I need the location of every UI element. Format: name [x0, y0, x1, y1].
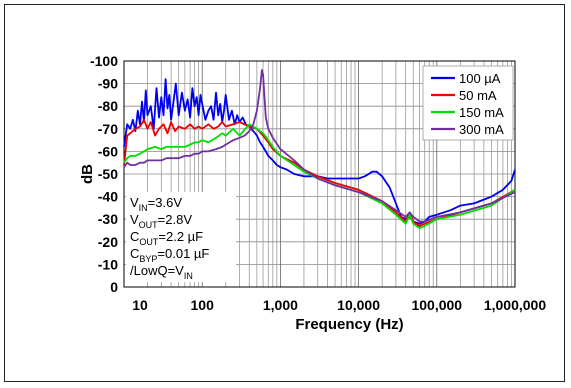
x-axis-label: Frequency (Hz) — [295, 316, 403, 333]
series-lines — [123, 69, 516, 230]
legend-label: 100 µA — [459, 71, 501, 86]
annotation-line: VIN=3.6V — [130, 195, 182, 213]
plot-border — [123, 60, 516, 288]
legend: 100 µA 50 mA 150 mA 300 mA — [422, 65, 514, 141]
x-tick-label: 100 — [191, 297, 215, 313]
y-tick-label: -80 — [98, 98, 118, 114]
y-tick-label: -70 — [98, 121, 118, 137]
y-tick-label: -40 — [98, 189, 118, 205]
y-tick-label: -30 — [98, 211, 118, 227]
annotation-line: VOUT=2.8V — [130, 212, 192, 230]
legend-label: 150 mA — [459, 105, 504, 120]
y-tick-label: 0 — [110, 279, 118, 295]
y-tick-label: -20 — [98, 234, 118, 250]
y-tick-label: -10 — [98, 256, 118, 272]
y-tick-label: -90 — [98, 76, 118, 92]
series-line-3 — [123, 123, 516, 230]
legend-label: 50 mA — [459, 88, 497, 103]
x-tick-labels: 10 100 1,000 10,000 100,000 1,000,000 — [132, 297, 546, 313]
series-line-4 — [123, 69, 516, 223]
x-tick-label: 1,000,000 — [484, 297, 546, 313]
series-line-1 — [123, 78, 516, 225]
y-tick-label: -100 — [90, 53, 118, 69]
x-tick-label: 1,000 — [263, 297, 298, 313]
chart-frame — [4, 4, 565, 382]
y-tick-label: -50 — [98, 166, 118, 182]
annotation-line: /LowQ=VIN — [130, 263, 193, 281]
x-tick-label: 100,000 — [411, 297, 462, 313]
y-tick-labels: 0 -10 -20 -30 -40 -50 -60 -70 -80 -90 -100 — [90, 53, 118, 295]
y-tick-label: -60 — [98, 143, 118, 159]
legend-label: 300 mA — [459, 122, 504, 137]
annotation-box — [126, 192, 236, 282]
y-axis-label: dB — [79, 164, 96, 184]
annotation-line: CBYP=0.01 µF — [130, 246, 209, 264]
annotation-line: COUT=2.2 µF — [130, 229, 203, 247]
x-tick-label: 10,000 — [337, 297, 380, 313]
x-tick-label: 10 — [132, 297, 148, 313]
